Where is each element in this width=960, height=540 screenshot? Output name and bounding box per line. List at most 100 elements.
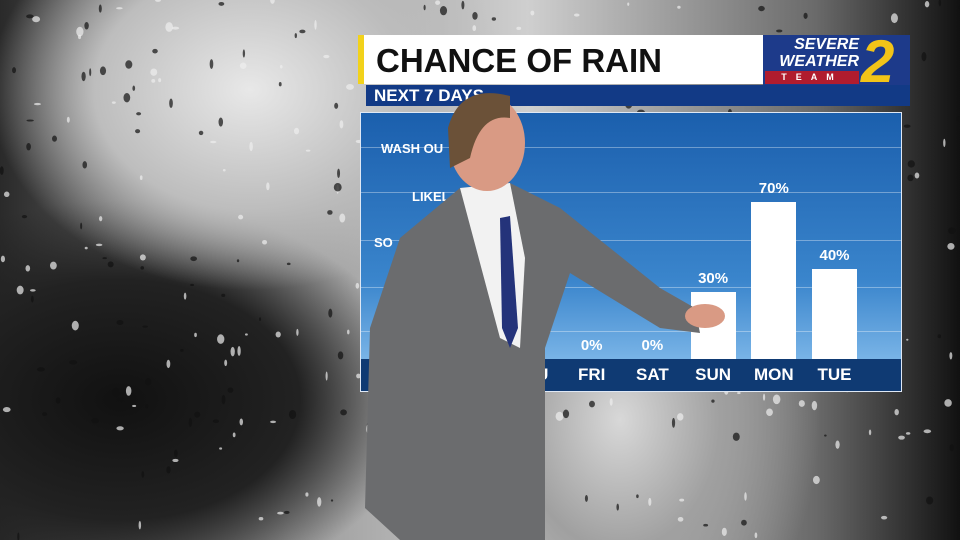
rain-drop [262, 239, 268, 245]
rain-drop [171, 26, 180, 30]
rain-drop [42, 412, 48, 417]
rain-drop [766, 408, 773, 417]
rain-drop [152, 48, 158, 54]
rain-drop [0, 255, 6, 263]
rain-drop [296, 328, 299, 336]
rain-drop [530, 10, 535, 16]
rain-drop [145, 378, 152, 386]
rain-drop [943, 138, 946, 148]
gridline [361, 192, 901, 193]
rain-drop [145, 404, 149, 409]
rain-drop [903, 124, 911, 128]
rain-drop [924, 1, 930, 8]
rain-drop [227, 387, 234, 393]
rain-drop [151, 78, 156, 83]
rain-drop [107, 261, 114, 268]
rain-drop [573, 13, 580, 17]
rain-drop [741, 519, 747, 526]
rain-drop [347, 329, 350, 335]
rain-drop [71, 320, 79, 331]
rain-drop [279, 65, 283, 69]
rain-drop [758, 5, 765, 12]
rain-drop [55, 397, 61, 404]
rain-drop [221, 293, 226, 298]
rain-drop [346, 83, 354, 90]
rain-drop [81, 71, 86, 82]
day-label: TUE [817, 365, 852, 384]
rain-drop [111, 101, 116, 104]
rain-drop [3, 191, 10, 198]
rain-drop [762, 393, 766, 401]
rain-drop [52, 135, 57, 142]
rain-drop [906, 338, 909, 341]
rain-drop [194, 411, 201, 418]
y-label-some: SO [374, 235, 393, 250]
rain-drop [277, 511, 284, 515]
rain-drop [423, 4, 426, 11]
logo-line2: WEATHER [779, 53, 859, 70]
rain-drop [17, 532, 20, 540]
rain-drop [776, 29, 783, 33]
rain-drop [218, 1, 225, 6]
rain-drop [334, 102, 339, 109]
rain-drop [472, 12, 478, 20]
rain-drop [78, 34, 82, 40]
rain-drop [89, 68, 92, 77]
rain-drop [209, 59, 214, 69]
rain-drop [439, 6, 448, 16]
rain-drop [435, 0, 441, 5]
rain-drop [323, 54, 330, 59]
rain-drop [325, 371, 328, 381]
rain-drop [772, 394, 781, 405]
rain-drop [317, 497, 322, 507]
rain-drop [957, 5, 960, 10]
rain-drop [173, 449, 178, 458]
rain-drop [881, 515, 888, 520]
rain-drop [125, 386, 132, 396]
rain-drop [824, 434, 827, 437]
rain-drop [890, 13, 898, 24]
rain-drop [194, 332, 197, 338]
rain-drop [0, 166, 4, 175]
rain-drop [26, 119, 34, 122]
value-label: 0% [580, 337, 603, 354]
rain-drop [82, 161, 88, 169]
logo-line1: SEVERE [794, 36, 859, 53]
rain-drop [948, 227, 956, 234]
rain-drop [305, 149, 311, 152]
rain-drop [811, 400, 818, 411]
rain-drop [30, 289, 36, 292]
rain-drop [314, 19, 317, 30]
rain-drop [102, 257, 107, 260]
rain-drop [16, 285, 24, 295]
presenter [365, 93, 725, 540]
rain-drop [868, 429, 872, 436]
rain-drop [2, 407, 11, 413]
rain-drop [69, 360, 78, 365]
rain-drop [95, 243, 103, 247]
rain-drop [49, 261, 57, 270]
rain-drop [947, 243, 955, 250]
rain-drop [944, 399, 952, 407]
rain-drop [91, 418, 99, 424]
rain-drop [140, 266, 145, 270]
rain-drop [237, 346, 241, 356]
rain-drop [219, 447, 223, 450]
rain-drop [139, 254, 146, 261]
rain-drop [812, 475, 820, 485]
rain-drop [12, 67, 17, 74]
rain-drop [80, 222, 83, 230]
rain-drop [330, 499, 334, 502]
rain-drop [337, 351, 344, 360]
rain-drop [288, 409, 297, 420]
rain-drop [116, 426, 124, 431]
rain-drop [333, 183, 342, 192]
rain-drop [84, 22, 89, 30]
rain-drop [98, 216, 103, 222]
rain-drop [286, 262, 291, 266]
rain-drop [249, 141, 253, 152]
rain-drop [26, 143, 31, 151]
rain-drop [158, 78, 162, 83]
rain-drop [36, 367, 45, 372]
rain-drop [123, 92, 131, 103]
